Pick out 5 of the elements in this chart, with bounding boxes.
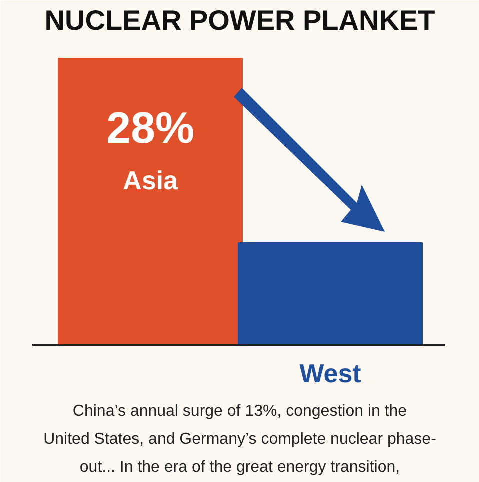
data-label: 28% bbox=[106, 104, 195, 153]
x-tick-label: West bbox=[300, 358, 362, 388]
text: China’s annual surge of 13%, congestion in the United States, and Germany’s complete nuclear phase-out... In the era of the great energy transition, bbox=[44, 403, 436, 476]
chart-title: NUCLEAR POWER PLANKET bbox=[44, 5, 436, 36]
x-tick-label: Asia bbox=[123, 166, 178, 196]
